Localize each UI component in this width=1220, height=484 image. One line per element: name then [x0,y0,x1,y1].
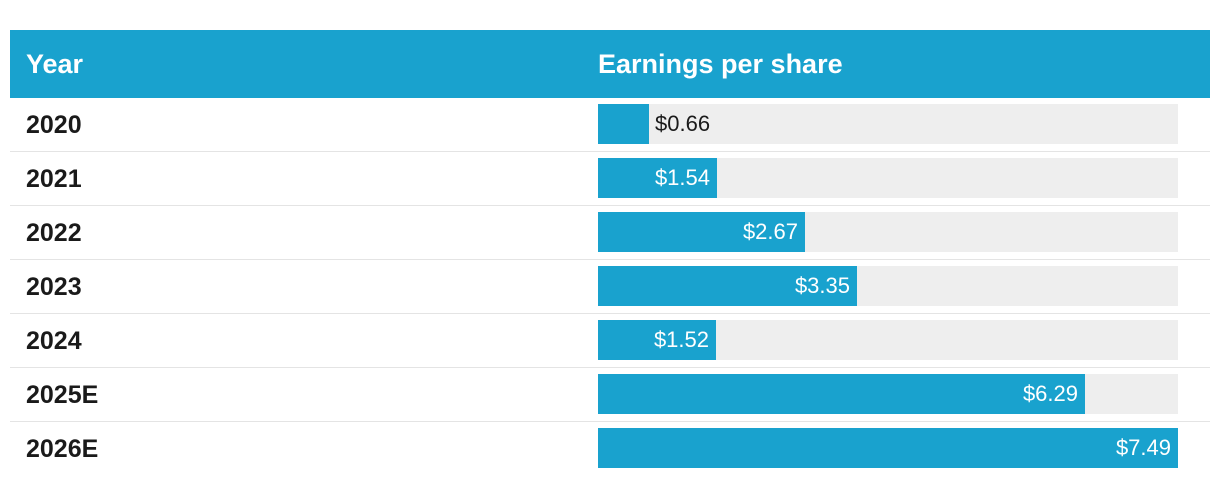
bar-track: $3.35 [598,266,1178,306]
table-row: 2025E $6.29 [10,368,1210,422]
eps-bar [598,212,805,252]
eps-bar [598,266,857,306]
table-row: 2021 $1.54 [10,152,1210,206]
eps-value-label: $2.67 [742,219,798,244]
eps-value-label: $3.35 [794,273,850,298]
eps-bar [598,104,649,144]
year-cell: 2024 [26,327,82,355]
year-cell: 2025E [26,381,99,409]
year-cell: 2026E [26,435,99,463]
year-cell: 2023 [26,273,82,301]
bar-track: $1.52 [598,320,1178,360]
table-row: 2022 $2.67 [10,206,1210,260]
year-cell: 2021 [26,165,82,193]
table-row: 2023 $3.35 [10,260,1210,314]
bar-track: $2.67 [598,212,1178,252]
bar-track: $7.49 [598,428,1178,468]
year-cell: 2020 [26,111,82,139]
table-header: Year Earnings per share [10,30,1210,98]
bar-track: $6.29 [598,374,1178,414]
eps-bar [598,428,1178,468]
eps-bar [598,374,1085,414]
eps-bar [598,320,716,360]
table-row: 2026E $7.49 [10,422,1210,476]
table-row: 2020 $0.66 [10,98,1210,152]
eps-value-label: $0.66 [655,111,711,136]
table-row: 2024 $1.52 [10,314,1210,368]
year-column-header: Year [26,49,84,79]
eps-column-header: Earnings per share [598,49,843,79]
eps-value-label: $1.54 [654,165,710,190]
eps-value-label: $1.52 [653,327,709,352]
eps-value-label: $6.29 [1022,381,1078,406]
table-body: 2020 $0.66 2021 $1.54 2022 $2.67 2023 $3.35 2024… [10,98,1210,476]
eps-value-label: $7.49 [1115,435,1171,460]
bar-track: $0.66 [598,104,1178,144]
eps-bar [598,158,717,198]
bar-track: $1.54 [598,158,1178,198]
eps-table: Year Earnings per share 2020 $0.66 2021 $1.… [10,30,1210,476]
year-cell: 2022 [26,219,82,247]
